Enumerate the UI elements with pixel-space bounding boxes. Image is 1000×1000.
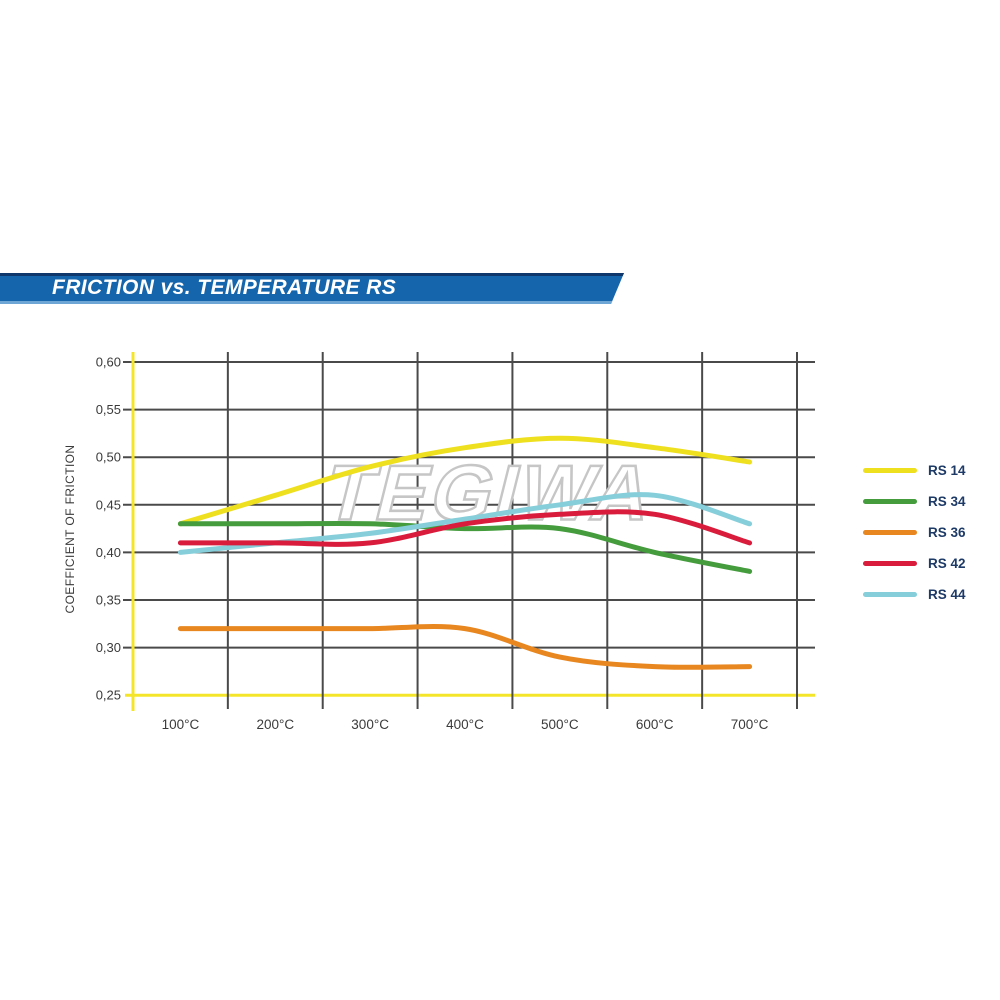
y-tick-label: 0,50 — [96, 450, 121, 465]
series-line-rs-14 — [177, 435, 753, 527]
legend-label-rs-14: RS 14 — [928, 463, 966, 478]
legend-item-rs-14: RS 14 — [863, 455, 966, 486]
x-tick-label: 200°C — [256, 717, 294, 732]
legend-swatch-rs-14 — [863, 468, 917, 473]
x-tick-label: 600°C — [636, 717, 674, 732]
title-banner: FRICTION vs. TEMPERATURE RS — [0, 273, 624, 304]
grid-layer — [123, 352, 815, 711]
y-tick-label: 0,45 — [96, 497, 121, 512]
x-tick-label: 500°C — [541, 717, 579, 732]
legend: RS 14 RS 34 RS 36 RS 42 RS 44 — [863, 455, 966, 610]
legend-item-rs-36: RS 36 — [863, 517, 966, 548]
banner-top-edge — [0, 273, 624, 276]
legend-item-rs-42: RS 42 — [863, 548, 966, 579]
y-tick-label: 0,25 — [96, 688, 121, 703]
axis-labels-layer: 0,60 0,55 0,50 0,45 0,40 0,35 0,30 0,25 100°C 200… — [96, 355, 769, 733]
x-tick-label: 700°C — [731, 717, 769, 732]
series-line-rs-42 — [177, 509, 753, 547]
legend-label-rs-34: RS 34 — [928, 494, 966, 509]
legend-swatch-rs-34 — [863, 499, 917, 504]
legend-swatch-rs-36 — [863, 530, 917, 535]
x-tick-label: 100°C — [162, 717, 200, 732]
legend-label-rs-44: RS 44 — [928, 587, 966, 602]
y-tick-label: 0,30 — [96, 640, 121, 655]
y-tick-label: 0,35 — [96, 593, 121, 608]
banner-bottom-edge — [0, 301, 624, 304]
y-tick-label: 0,55 — [96, 402, 121, 417]
legend-item-rs-44: RS 44 — [863, 579, 966, 610]
x-tick-label: 300°C — [351, 717, 389, 732]
chart-title: FRICTION vs. TEMPERATURE RS — [52, 275, 397, 299]
y-tick-label: 0,60 — [96, 355, 121, 370]
legend-swatch-rs-42 — [863, 561, 917, 566]
series-layer — [177, 435, 753, 670]
legend-item-rs-34: RS 34 — [863, 486, 966, 517]
series-line-rs-36 — [177, 623, 753, 670]
legend-swatch-rs-44 — [863, 592, 917, 597]
y-axis-title: COEFFICIENT OF FRICTION — [63, 444, 77, 614]
legend-label-rs-42: RS 42 — [928, 556, 966, 571]
legend-label-rs-36: RS 36 — [928, 525, 966, 540]
x-tick-label: 400°C — [446, 717, 484, 732]
y-tick-label: 0,40 — [96, 545, 121, 560]
series-line-rs-34 — [177, 520, 753, 574]
